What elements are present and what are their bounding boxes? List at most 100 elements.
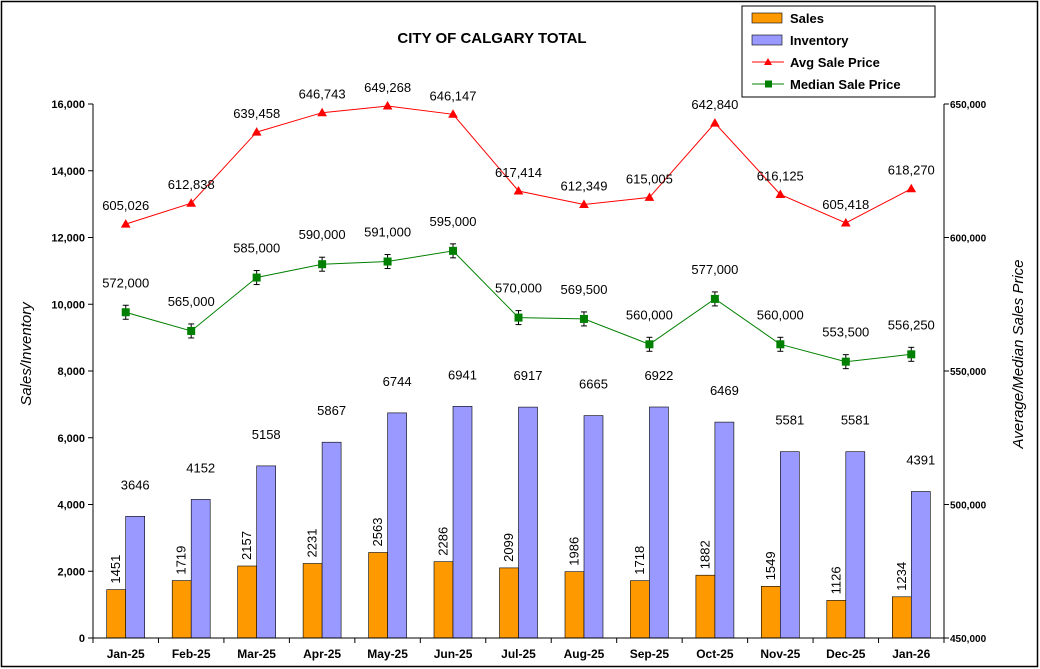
sales-data-label: 2231 xyxy=(305,529,320,558)
sales-bar xyxy=(891,596,912,639)
sales-data-label: 2099 xyxy=(501,533,516,562)
avg-sale-price-marker xyxy=(840,218,851,227)
inventory-data-label: 6744 xyxy=(383,374,412,389)
inventory-bar xyxy=(779,451,800,639)
median-sale-price-marker xyxy=(645,340,654,349)
median-sale-price-data-label: 569,500 xyxy=(561,282,608,297)
avg-sale-price-data-label: 616,125 xyxy=(757,168,804,183)
avg-sale-price-data-label: 649,268 xyxy=(364,80,411,95)
legend-label: Inventory xyxy=(790,33,849,48)
avg-sale-price-marker xyxy=(317,107,327,117)
sales-bar xyxy=(106,589,126,639)
inventory-data-label: 4152 xyxy=(186,460,215,475)
median-sale-price-marker xyxy=(121,308,130,317)
avg-sale-price-marker xyxy=(120,219,131,228)
median-sale-price-data-label: 585,000 xyxy=(233,241,280,256)
median-sale-price-data-label: 565,000 xyxy=(168,294,215,309)
inventory-bar xyxy=(910,491,931,639)
avg-sale-price-marker xyxy=(382,100,393,110)
x-tick-label: Jan-25 xyxy=(107,647,145,661)
labels-layer: 1451 3646 605,026 572,000 1719 4152 612,838 565… xyxy=(102,80,935,594)
inventory-data-label: 3646 xyxy=(121,477,150,492)
sales-data-label: 1986 xyxy=(567,537,582,566)
chart-title: CITY OF CALGARY TOTAL xyxy=(397,30,586,47)
avg-sale-price-data-label: 605,418 xyxy=(822,197,869,212)
axes-layer: 0 2,000 4,000 6,000 8,000 10,000 12,000 14,000 1… xyxy=(51,99,986,661)
inventory-data-label: 5581 xyxy=(841,413,870,428)
inventory-data-label: 6665 xyxy=(579,377,608,392)
x-tick-label: Nov-25 xyxy=(760,647,800,661)
sales-data-label: 2157 xyxy=(239,531,254,560)
sales-data-label: 1234 xyxy=(894,562,909,591)
inventory-bar xyxy=(256,465,277,639)
y-left-tick-label: 8,000 xyxy=(57,366,85,378)
avg-sale-price-marker xyxy=(644,192,655,201)
inventory-bar xyxy=(387,412,407,639)
x-tick-label: Jul-25 xyxy=(501,647,536,661)
y-axis-left-title: Sales/Inventory xyxy=(18,301,35,406)
inventory-data-label: 4391 xyxy=(906,453,935,468)
sales-data-label: 1126 xyxy=(828,566,843,594)
median-sale-price-data-label: 556,250 xyxy=(888,317,935,332)
median-sale-price-marker xyxy=(252,273,261,282)
x-tick-label: Aug-25 xyxy=(564,647,605,661)
y-left-tick-label: 4,000 xyxy=(57,500,85,512)
sales-data-label: 1882 xyxy=(697,540,712,569)
inventory-data-label: 5867 xyxy=(317,403,346,418)
median-sale-price-marker xyxy=(514,313,523,322)
inventory-bar xyxy=(714,421,735,639)
x-tick-label: Dec-25 xyxy=(826,647,866,661)
avg-sale-price-data-label: 646,147 xyxy=(430,88,477,103)
sales-bar xyxy=(630,580,650,639)
avg-sale-price-marker xyxy=(186,198,197,207)
sales-bar xyxy=(564,571,585,639)
avg-sale-price-data-label: 618,270 xyxy=(888,163,935,178)
avg-sale-price-marker xyxy=(251,127,262,136)
median-sale-price-data-label: 595,000 xyxy=(430,214,477,229)
legend-swatch-inventory xyxy=(751,34,783,46)
y-axis-right-title: Average/Median Sales Price xyxy=(1010,260,1027,450)
inventory-data-label: 5158 xyxy=(252,427,281,442)
x-tick-label: Jan-26 xyxy=(892,647,930,661)
median-sale-price-data-label: 560,000 xyxy=(626,307,673,322)
bars-layer xyxy=(106,405,931,639)
median-sale-price-marker xyxy=(841,357,850,366)
x-tick-label: Mar-25 xyxy=(237,647,276,661)
avg-sale-price-data-label: 639,458 xyxy=(233,106,280,121)
median-sale-price-marker xyxy=(710,294,719,303)
x-tick-label: Oct-25 xyxy=(696,647,734,661)
inventory-bar xyxy=(190,499,211,639)
sales-bar xyxy=(826,600,847,639)
sales-bar xyxy=(237,565,257,639)
median-sale-price-data-label: 553,500 xyxy=(822,325,869,340)
y-right-tick-label: 450,000 xyxy=(950,634,987,645)
legend-swatch-sales xyxy=(751,12,783,24)
inventory-data-label: 5581 xyxy=(775,413,804,428)
avg-sale-price-marker xyxy=(448,109,458,118)
lines-layer xyxy=(120,100,917,370)
inventory-bar xyxy=(125,515,145,639)
avg-sale-price-marker xyxy=(579,199,589,209)
avg-sale-price-data-label: 646,743 xyxy=(299,87,346,102)
sales-bar xyxy=(760,585,781,639)
y-left-tick-label: 0 xyxy=(79,633,85,645)
inventory-data-label: 6917 xyxy=(514,368,543,383)
y-left-tick-label: 2,000 xyxy=(57,566,85,578)
sales-data-label: 1451 xyxy=(108,555,123,584)
sales-data-label: 1718 xyxy=(632,546,647,575)
avg-sale-price-marker xyxy=(906,183,917,193)
x-tick-label: May-25 xyxy=(367,647,408,661)
legend-label: Avg Sale Price xyxy=(790,55,880,70)
inventory-bar xyxy=(583,415,604,639)
median-sale-price-marker xyxy=(318,260,327,269)
median-sale-price-marker xyxy=(579,314,588,323)
y-left-tick-label: 10,000 xyxy=(51,299,85,311)
y-left-tick-label: 12,000 xyxy=(51,233,85,245)
avg-sale-price-marker xyxy=(775,189,786,198)
x-tick-label: Feb-25 xyxy=(172,647,211,661)
avg-sale-price-data-label: 615,005 xyxy=(626,171,673,186)
sales-data-label: 1549 xyxy=(763,551,778,580)
median-sale-price-data-label: 590,000 xyxy=(299,227,346,242)
legend-label: Sales xyxy=(790,11,824,26)
